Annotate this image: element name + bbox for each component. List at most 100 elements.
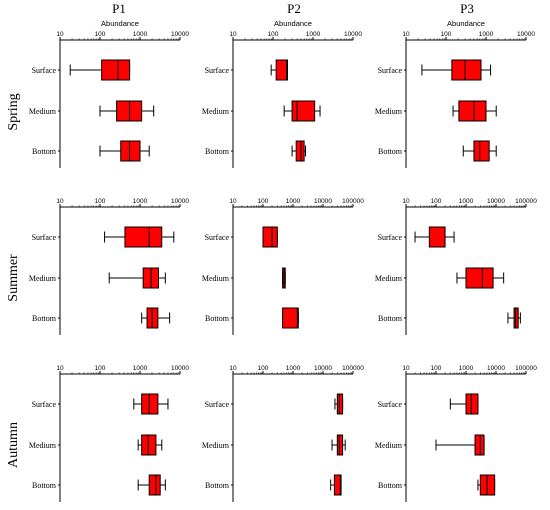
box-surface: Surface (205, 59, 288, 81)
category-label: Surface (32, 400, 57, 409)
box-surface: Surface (32, 393, 169, 415)
x-tick-label: 10000 (171, 31, 189, 38)
x-tick-label: 10 (56, 198, 64, 205)
column-title-p1: P1 (112, 1, 126, 16)
iqr-box (465, 393, 479, 415)
category-label: Surface (205, 400, 230, 409)
x-tick-label: 100000 (515, 365, 537, 372)
box-bottom: Bottom (378, 307, 521, 329)
box-bottom: Bottom (378, 474, 496, 496)
x-tick-label: 1000 (479, 31, 494, 38)
box-bottom: Bottom (32, 140, 150, 162)
category-label: Bottom (32, 147, 57, 156)
panel-autumn-p1: 10 100 1000 10000 Surface Medium Bottom (29, 365, 189, 502)
x-tick-label: 10000 (171, 365, 189, 372)
box-medium: Medium (29, 100, 155, 122)
category-label: Medium (29, 441, 57, 450)
x-tick-label: 10000 (487, 198, 505, 205)
x-tick-label: 10 (229, 365, 237, 372)
category-label: Bottom (205, 314, 230, 323)
x-tick-label: 100 (431, 198, 442, 205)
panels-layer: Abundance 10 100 1000 10000 Surface Medium Bott… (29, 19, 537, 502)
x-tick-label: 10000 (487, 365, 505, 372)
x-tick-label: 10 (402, 31, 410, 38)
box-medium: Medium (29, 434, 163, 456)
category-label: Bottom (205, 481, 230, 490)
iqr-box (428, 226, 446, 248)
category-label: Bottom (378, 481, 403, 490)
x-tick-label: 10 (402, 365, 410, 372)
box-medium: Medium (202, 434, 346, 456)
iqr-box (458, 100, 487, 122)
panel-spring-p2: Abundance 10 100 1000 10000 Surface Medium Bott… (202, 19, 362, 168)
x-tick-label: 100000 (342, 198, 364, 205)
box-bottom: Bottom (32, 307, 171, 329)
box-bottom: Bottom (32, 474, 166, 496)
iqr-box (141, 393, 159, 415)
category-label: Medium (375, 441, 403, 450)
iqr-box (479, 474, 496, 496)
iqr-box (141, 434, 157, 456)
iqr-box (291, 100, 316, 122)
iqr-box (513, 307, 519, 329)
category-label: Medium (29, 107, 57, 116)
box-medium: Medium (29, 267, 166, 289)
category-label: Surface (205, 233, 230, 242)
iqr-box (336, 393, 344, 415)
x-tick-label: 10000 (344, 31, 362, 38)
x-axis-title: Abundance (274, 19, 312, 28)
category-label: Surface (32, 233, 57, 242)
x-tick-label: 1000 (306, 31, 321, 38)
category-label: Medium (375, 274, 403, 283)
x-tick-label: 10000 (517, 31, 535, 38)
panel-autumn-p3: 10 100 1000 10000 100000 Surface Medium Bottom (375, 365, 537, 502)
panel-spring-p1: Abundance 10 100 1000 10000 Surface Medium Bott… (29, 19, 189, 168)
iqr-box (282, 307, 299, 329)
box-surface: Surface (378, 59, 492, 81)
iqr-box (336, 434, 344, 456)
x-tick-label: 100000 (515, 198, 537, 205)
x-axis-title: Abundance (101, 19, 139, 28)
x-tick-label: 100 (268, 31, 279, 38)
x-tick-label: 1000 (459, 198, 474, 205)
x-tick-label: 1000 (286, 365, 301, 372)
x-tick-label: 10 (56, 31, 64, 38)
category-label: Surface (378, 233, 403, 242)
box-bottom: Bottom (205, 140, 307, 162)
box-medium: Medium (375, 434, 485, 456)
row-title-summer: Summer (6, 254, 21, 302)
row-title-autumn: Autumn (6, 422, 21, 468)
box-bottom: Bottom (205, 307, 299, 329)
iqr-box (473, 140, 490, 162)
category-label: Surface (32, 66, 57, 75)
x-tick-label: 1000 (286, 198, 301, 205)
category-label: Surface (378, 66, 403, 75)
x-tick-label: 100 (258, 198, 269, 205)
row-title-spring: Spring (6, 93, 21, 130)
category-label: Medium (202, 274, 230, 283)
category-label: Medium (202, 441, 230, 450)
iqr-box (120, 140, 141, 162)
panel-summer-p2: 10 100 1000 10000 100000 Surface Medium Bottom (202, 198, 364, 335)
x-tick-label: 100 (95, 365, 106, 372)
box-medium: Medium (202, 267, 286, 289)
x-tick-label: 10 (229, 198, 237, 205)
x-tick-label: 100 (95, 31, 106, 38)
category-label: Surface (378, 400, 403, 409)
category-label: Medium (202, 107, 230, 116)
x-axis-title: Abundance (447, 19, 485, 28)
box-surface: Surface (378, 393, 479, 415)
iqr-box (295, 140, 305, 162)
x-tick-label: 10 (229, 31, 237, 38)
category-label: Bottom (32, 314, 57, 323)
x-tick-label: 100 (95, 198, 106, 205)
x-tick-label: 100 (441, 31, 452, 38)
iqr-box (124, 226, 163, 248)
category-label: Medium (375, 107, 403, 116)
category-label: Bottom (378, 147, 403, 156)
iqr-box (465, 267, 494, 289)
iqr-box (148, 474, 161, 496)
column-title-p3: P3 (460, 1, 474, 16)
box-surface: Surface (205, 226, 278, 248)
